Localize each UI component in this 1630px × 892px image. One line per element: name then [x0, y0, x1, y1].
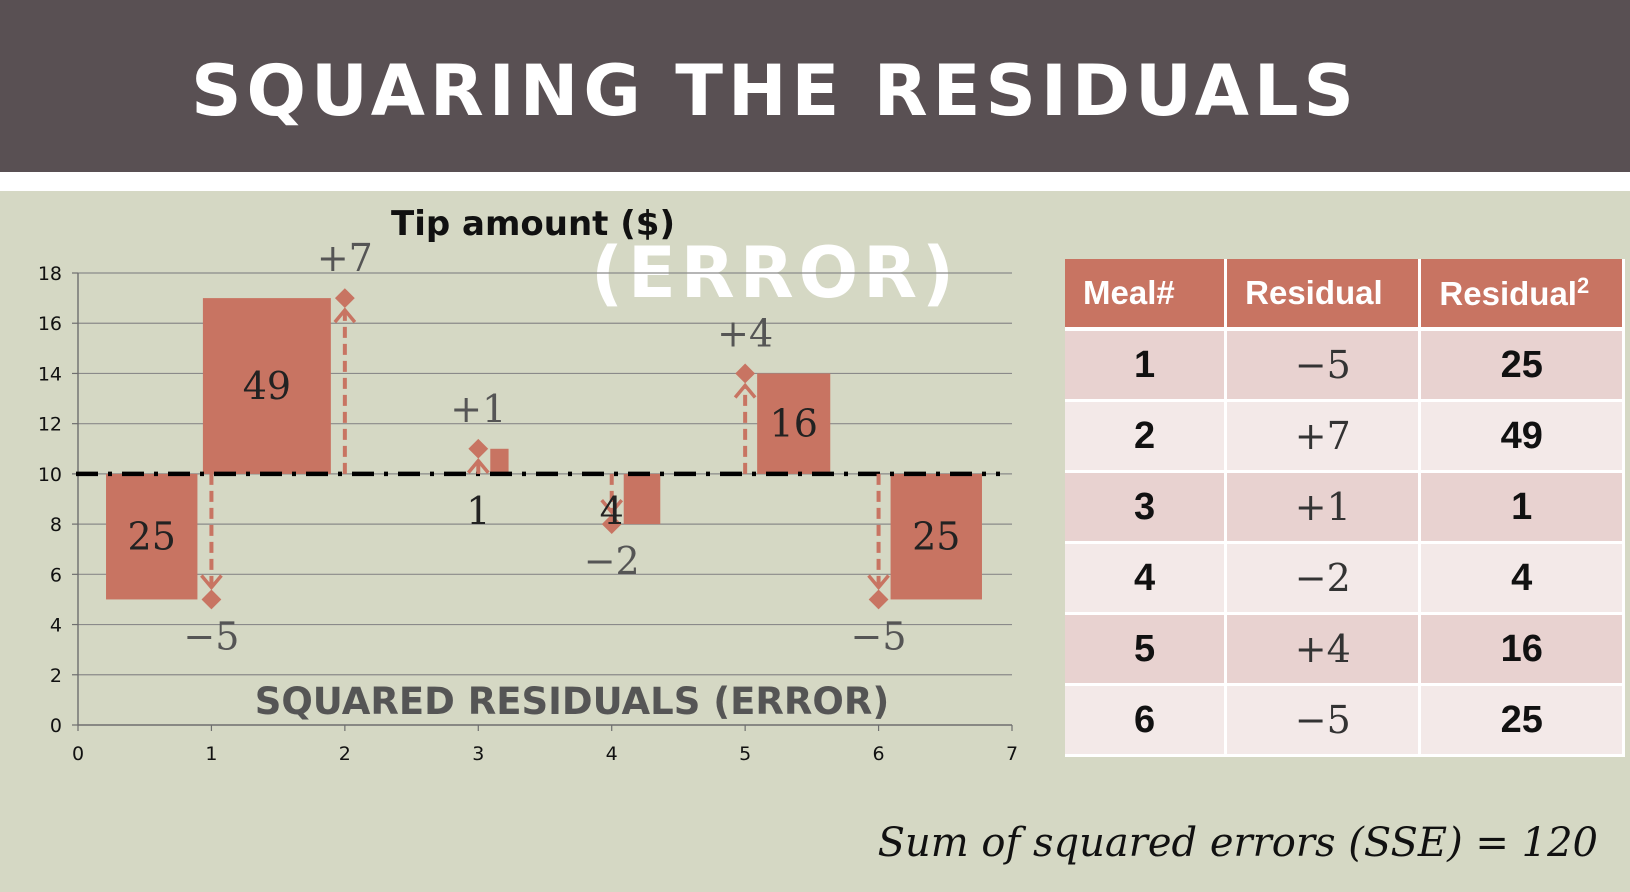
table-row: 1 −5 25	[1065, 329, 1625, 402]
x-tick-label: 7	[1006, 743, 1018, 765]
y-tick-label: 4	[50, 615, 62, 637]
y-tick-label: 16	[38, 313, 62, 335]
x-tick-label: 1	[205, 743, 217, 765]
cell-squared: 1	[1419, 471, 1625, 544]
squared-residual-box	[757, 373, 831, 474]
residual-label: +4	[717, 311, 773, 355]
data-point	[868, 589, 889, 610]
cell-squared: 16	[1419, 613, 1625, 686]
cell-residual: −2	[1225, 542, 1422, 615]
cell-meal: 1	[1065, 329, 1228, 402]
header-residual-squared: Residual2	[1419, 259, 1625, 331]
data-point	[735, 363, 756, 384]
square-value-label: 4	[600, 489, 624, 533]
squared-residual-box	[106, 473, 198, 600]
table-row: 4 −2 4	[1065, 542, 1625, 615]
table-row: 2 +7 49	[1065, 400, 1625, 473]
cell-meal: 4	[1065, 542, 1228, 615]
data-point	[334, 288, 355, 309]
cell-residual: −5	[1225, 684, 1422, 757]
data-point	[601, 514, 622, 535]
cell-squared: 49	[1419, 400, 1625, 473]
squared-residual-box	[623, 473, 661, 525]
x-tick-label: 3	[472, 743, 484, 765]
x-tick-label: 0	[72, 743, 84, 765]
header-squared-exponent: 2	[1576, 273, 1590, 298]
cell-meal: 5	[1065, 613, 1228, 686]
table-row: 3 +1 1	[1065, 471, 1625, 544]
square-value-label: 25	[912, 515, 960, 559]
cell-meal: 6	[1065, 684, 1228, 757]
table-row: 5 +4 16	[1065, 613, 1625, 686]
arrow-head	[600, 498, 624, 515]
title-bar	[0, 0, 1630, 172]
chart-title: Tip amount ($)	[391, 204, 675, 244]
x-tick-label: 2	[339, 743, 351, 765]
arrow-head	[333, 307, 357, 324]
squared-residual-box	[490, 448, 509, 474]
arrow-head	[200, 574, 223, 591]
arrow-head	[733, 382, 757, 399]
cell-meal: 2	[1065, 400, 1228, 473]
squared-residuals-caption: SQUARED RESIDUALS (ERROR)	[255, 680, 890, 723]
slide-title: SQUARING THE RESIDUALS (ERROR)	[191, 50, 1359, 314]
square-value-label: 49	[243, 364, 291, 408]
x-tick-label: 5	[739, 743, 751, 765]
cell-squared: 25	[1419, 329, 1625, 402]
squared-residual-box	[890, 473, 982, 600]
arrow-head	[466, 458, 490, 474]
square-value-label: 1	[466, 489, 490, 533]
header-meal: Meal#	[1065, 259, 1228, 331]
y-tick-label: 2	[50, 665, 62, 687]
y-tick-label: 10	[38, 464, 62, 486]
y-tick-label: 14	[38, 363, 62, 385]
y-tick-label: 8	[50, 514, 62, 536]
sse-equation: Sum of squared errors (SSE) = 120	[877, 820, 1598, 866]
y-tick-label: 12	[38, 414, 62, 436]
table-header-row: Meal# Residual Residual2	[1065, 259, 1625, 331]
residual-label: +7	[317, 236, 373, 280]
squared-residual-box	[202, 298, 331, 474]
header-residual-squared-label: Residual	[1439, 275, 1577, 312]
x-tick-label: 6	[873, 743, 885, 765]
residual-label: +1	[450, 387, 506, 431]
cell-squared: 25	[1419, 684, 1625, 757]
y-tick-label: 0	[50, 715, 62, 737]
squares-layer	[106, 298, 982, 600]
cell-residual: +1	[1225, 471, 1422, 544]
arrow-head	[867, 574, 890, 591]
header-residual: Residual	[1225, 259, 1422, 331]
residual-label: −5	[851, 614, 907, 658]
cell-residual: +4	[1225, 613, 1422, 686]
residuals-table: Meal# Residual Residual2 1 −5 25 2 +7 49 3 +1 1 4…	[1065, 259, 1625, 757]
square-value-label: 16	[770, 402, 818, 446]
y-tick-label: 18	[38, 263, 62, 285]
residual-label: −5	[183, 614, 239, 658]
cell-residual: −5	[1225, 329, 1422, 402]
y-tick-label: 6	[50, 564, 62, 586]
data-point	[201, 589, 222, 610]
cell-squared: 4	[1419, 542, 1625, 615]
cell-residual: +7	[1225, 400, 1422, 473]
x-tick-label: 4	[606, 743, 618, 765]
data-point	[468, 438, 489, 459]
cell-meal: 3	[1065, 471, 1228, 544]
residual-label: −2	[584, 539, 640, 583]
residual-arrows-layer	[200, 288, 890, 610]
title-divider	[0, 172, 1630, 191]
square-value-label: 25	[128, 515, 176, 559]
table-row: 6 −5 25	[1065, 684, 1625, 757]
